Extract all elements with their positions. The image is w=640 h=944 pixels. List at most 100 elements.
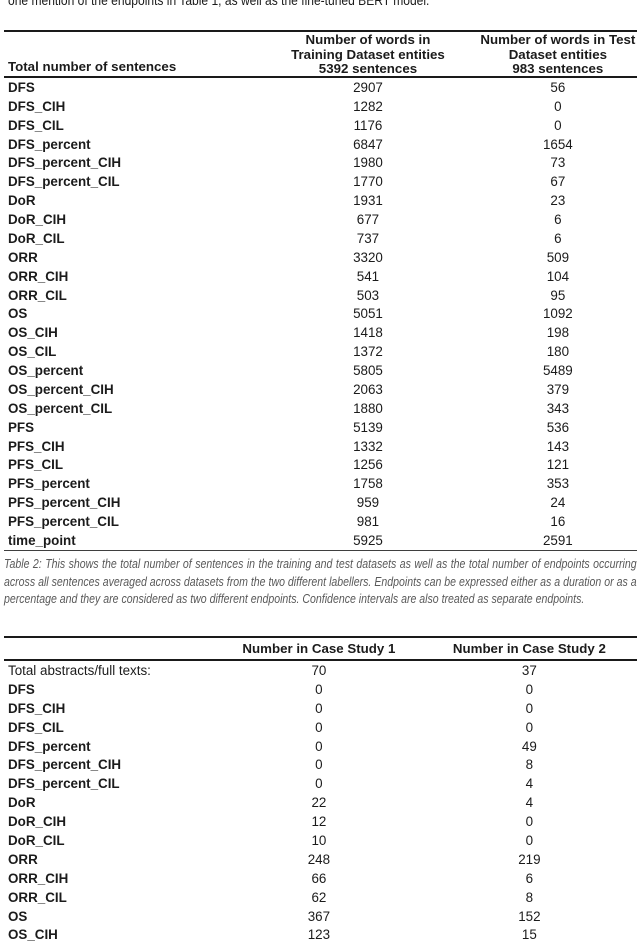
test-count: 536	[546, 419, 570, 435]
table-row: ORR_CIL 62 8	[4, 888, 637, 907]
endpoint-label: DoR_CIH	[8, 212, 67, 228]
endpoint-label: ORR	[8, 851, 38, 867]
training-count: 5139	[353, 419, 383, 435]
table-row: OS_percent 5805 5489	[4, 361, 637, 380]
endpoint-label: DFS_CIL	[8, 719, 64, 735]
case-study-2-count: 152	[518, 908, 541, 924]
case-study-1-count: 12	[311, 814, 327, 830]
endpoint-label: DFS_percent_CIH	[8, 757, 122, 773]
endpoint-label: DFS	[8, 681, 35, 697]
training-count: 5051	[353, 306, 383, 322]
test-count: 379	[546, 381, 570, 397]
training-count: 5805	[353, 363, 383, 379]
endpoint-label: DoR	[8, 795, 36, 811]
table-row: OS_CIH 123 15	[4, 925, 637, 944]
endpoint-label: DFS_percent_CIH	[8, 155, 122, 171]
endpoint-label: DFS_CIH	[8, 700, 66, 716]
endpoint-label: ORR_CIH	[8, 268, 69, 284]
endpoint-label: OS	[8, 306, 28, 322]
sentence-counts-table: Total number of sentences Number of word…	[4, 30, 637, 551]
table-row: PFS_CIL 1256 121	[4, 456, 637, 475]
training-count: 1880	[353, 400, 383, 416]
case-study-2-count: 15	[521, 927, 537, 943]
test-count: 73	[550, 155, 566, 171]
endpoint-label: DoR_CIH	[8, 814, 67, 830]
endpoint-label: DFS	[8, 79, 35, 95]
training-count: 737	[356, 230, 380, 246]
table-row: PFS_percent 1758 353	[4, 474, 637, 493]
table-row: PFS_CIH 1332 143	[4, 437, 637, 456]
table-header-row: Total number of sentences Number of word…	[4, 30, 637, 78]
test-count: 6	[554, 212, 562, 228]
training-count: 3320	[353, 249, 383, 265]
table-body: DFS 2907 56 DFS_CIH 1282 0 DFS_CIL 1176 …	[4, 78, 637, 551]
training-count: 541	[356, 268, 380, 284]
case-study-1-count: 0	[315, 738, 323, 754]
table-row: ORR_CIL 503 95	[4, 286, 637, 305]
training-count: 1770	[353, 174, 383, 190]
endpoint-label: OS_percent	[8, 363, 84, 379]
table-row: OS_percent_CIH 2063 379	[4, 380, 637, 399]
case-study-2-count: 4	[525, 795, 534, 811]
table-row: ORR 248 219	[4, 850, 637, 869]
table-row: DoR 1931 23	[4, 191, 637, 210]
test-count: 509	[546, 249, 570, 265]
header-training-words: Number of words in Training Dataset enti…	[291, 32, 445, 77]
endpoint-label: DFS_percent_CIL	[8, 776, 120, 792]
test-count: 2591	[542, 532, 573, 548]
training-count: 1418	[353, 325, 383, 341]
case-study-2-count: 8	[525, 757, 534, 773]
endpoint-label: OS_percent_CIH	[8, 381, 114, 397]
endpoint-label: ORR_CIL	[8, 889, 67, 905]
header-case-study-2: Number in Case Study 2	[452, 641, 606, 656]
page-top-text: one mention of the endpoints in Table 1,…	[8, 0, 430, 8]
table-row: DFS_percent_CIL 0 4	[4, 774, 637, 793]
training-count: 6847	[353, 136, 383, 152]
table-row: OS_percent_CIL 1880 343	[4, 399, 637, 418]
case-study-2-count: 0	[525, 681, 534, 697]
case-study-2-count: 0	[525, 832, 534, 848]
endpoint-label: time_point	[8, 532, 76, 548]
endpoint-label: ORR_CIL	[8, 287, 67, 303]
training-count: 1980	[353, 155, 383, 171]
test-count: 24	[550, 495, 566, 511]
training-count: 1282	[353, 98, 383, 114]
training-count: 1176	[353, 117, 383, 133]
table-row: DFS_percent 0 49	[4, 737, 637, 756]
table-row: OS 367 152	[4, 907, 637, 926]
case-study-1-count: 0	[315, 776, 323, 792]
table-row: DFS_percent_CIL 1770 67	[4, 172, 637, 191]
endpoint-label: PFS_percent_CIL	[8, 514, 119, 530]
table-row: DFS 0 0	[4, 680, 637, 699]
case-study-1-count: 123	[307, 927, 331, 943]
table-row: DFS_CIH 1282 0	[4, 97, 637, 116]
case-study-1-count: 0	[315, 681, 323, 697]
table-row: DFS_CIL 1176 0	[4, 116, 637, 135]
endpoint-label: PFS_percent_CIH	[8, 495, 121, 511]
case-study-2-count: 0	[525, 719, 534, 735]
training-count: 677	[356, 212, 380, 228]
table-row: time_point 5925 2591	[4, 531, 637, 550]
case-study-1-count: 0	[315, 757, 323, 773]
endpoint-label: OS_percent_CIL	[8, 400, 113, 416]
endpoint-label: OS_CIL	[8, 344, 57, 360]
case-study-2-count: 37	[521, 662, 537, 678]
table-row: OS_CIL 1372 180	[4, 342, 637, 361]
endpoint-label: DoR_CIL	[8, 230, 65, 246]
test-count: 0	[554, 117, 562, 133]
case-study-2-count: 0	[525, 814, 534, 830]
endpoint-label: PFS_percent	[8, 476, 90, 492]
case-study-1-count: 0	[315, 719, 323, 735]
table-caption: Table 2: This shows the total number of …	[4, 557, 637, 607]
case-study-1-count: 22	[311, 795, 327, 811]
table-row: ORR 3320 509	[4, 248, 637, 267]
table-row: Total abstracts/full texts: 70 37	[4, 661, 637, 680]
case-study-1-count: 0	[315, 700, 323, 716]
training-count: 1372	[353, 344, 383, 360]
table-row: DoR_CIH 677 6	[4, 210, 637, 229]
table-row: DFS 2907 56	[4, 78, 637, 97]
table-row: DoR_CIL 737 6	[4, 229, 637, 248]
test-count: 180	[546, 344, 570, 360]
training-count: 2063	[353, 381, 383, 397]
test-count: 67	[550, 174, 566, 190]
